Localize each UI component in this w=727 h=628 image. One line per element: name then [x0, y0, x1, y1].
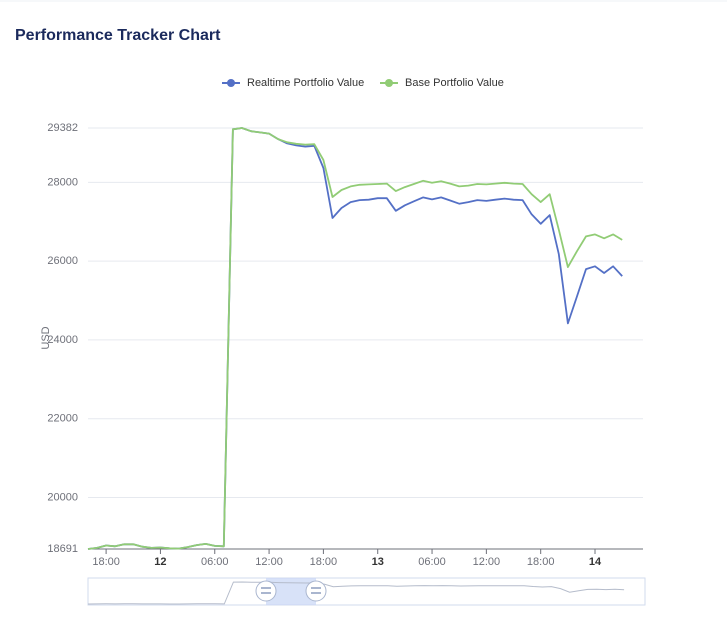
legend-item[interactable]: Base Portfolio Value	[380, 77, 504, 89]
legend-label: Base Portfolio Value	[405, 77, 504, 89]
chart-title: Performance Tracker Chart	[15, 27, 221, 44]
x-tick-label: 14	[589, 556, 602, 568]
zoom-preview	[87, 581, 625, 605]
y-axis-label: USD	[40, 326, 52, 349]
zoom-track	[87, 577, 646, 606]
handle-grip	[311, 587, 321, 594]
x-tick-label: 18:00	[310, 556, 338, 568]
legend-label: Realtime Portfolio Value	[247, 77, 364, 89]
x-tick-label: 12	[154, 556, 166, 568]
legend-marker	[227, 79, 235, 87]
x-tick-label: 12:00	[473, 556, 501, 568]
y-tick-label: 28000	[47, 176, 78, 188]
x-tick-label: 06:00	[418, 556, 446, 568]
y-tick-label: 20000	[47, 491, 78, 503]
y-tick-label: 18691	[47, 543, 78, 555]
zoom-handle[interactable]	[305, 580, 327, 602]
y-tick-label: 26000	[47, 255, 78, 267]
y-tick-label: 22000	[47, 413, 78, 425]
legend-marker	[385, 79, 393, 87]
x-tick-label: 06:00	[201, 556, 229, 568]
x-tick-label: 12:00	[255, 556, 283, 568]
y-tick-label: 24000	[47, 334, 78, 346]
handle-grip	[261, 587, 271, 594]
zoom-handle[interactable]	[255, 580, 277, 602]
x-tick-label: 18:00	[92, 556, 120, 568]
x-tick-label: 13	[372, 556, 384, 568]
x-tick-label: 18:00	[527, 556, 555, 568]
series-line	[87, 127, 623, 550]
legend-item[interactable]: Realtime Portfolio Value	[222, 77, 364, 89]
y-tick-label: 29382	[47, 122, 78, 134]
